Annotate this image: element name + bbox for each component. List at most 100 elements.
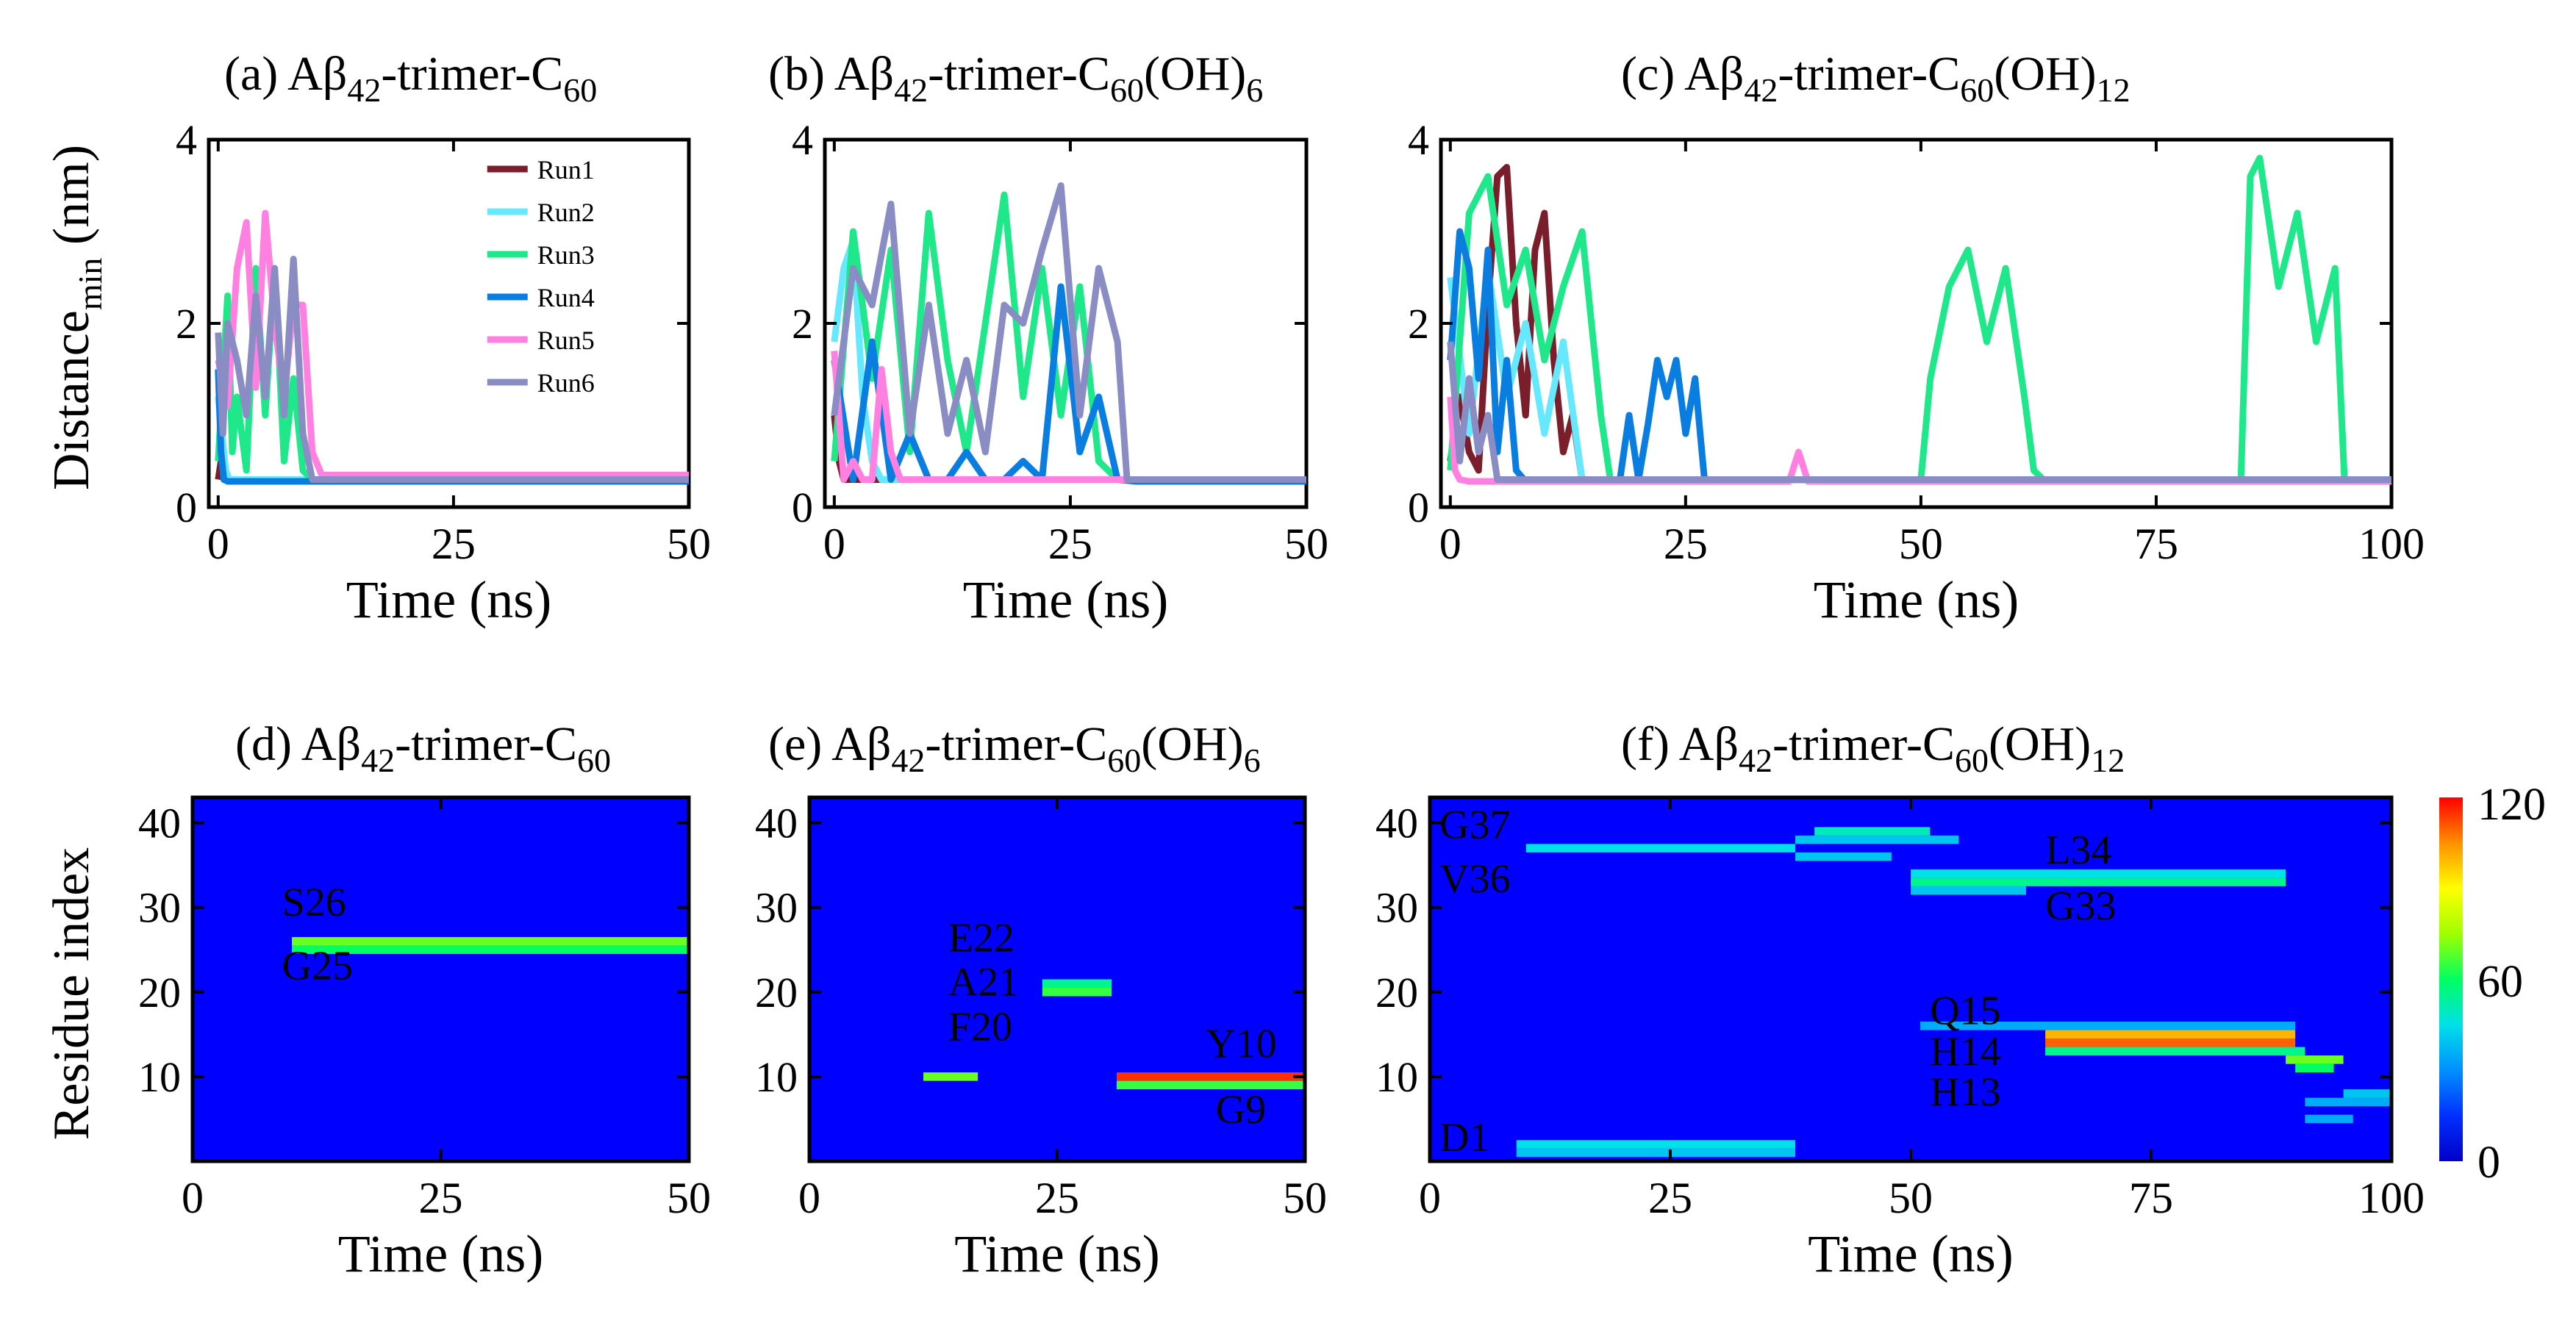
series-line-run6 [1447,341,2391,483]
x-axis-label: Time (ns) [338,1224,543,1283]
y-tick-label: 10 [1375,1053,1418,1101]
x-axis-label: Time (ns) [963,570,1168,629]
y-tick-label: 20 [755,969,798,1016]
x-axis-label: Time (ns) [346,570,551,629]
title-e: (e) Aβ42-trimer-C60(OH)6 [768,717,1261,779]
x-tick-label: 25 [1035,1174,1079,1222]
panel-d: 0 25 50 10 20 30 40 Time (ns) S26 G25 [138,795,711,1283]
y-tick-label: 40 [1375,800,1418,847]
legend-label: Run1 [537,155,595,184]
panel-a: 0 25 50 0 2 4 Time (ns) Run1 Run2 Run3 Run4 Run5 Run… [176,116,711,629]
contact-cell [2045,1030,2296,1039]
x-tick-label: 0 [1419,1174,1441,1222]
y-tick-label: 2 [176,300,197,348]
residue-annotation: H13 [1930,1069,2000,1115]
x-axis-label: Time (ns) [1814,570,2019,629]
series-line-run5 [831,351,1306,483]
panel-b: 0 25 50 0 2 4 Time (ns) [792,116,1328,629]
legend-label: Run2 [537,198,595,227]
x-tick-label: 0 [798,1174,820,1222]
residue-annotation: G25 [282,944,353,989]
x-tick-label: 25 [432,520,476,568]
x-tick-label: 0 [1439,520,1461,568]
y-tick-label: 30 [1375,884,1418,932]
y-tick-label: 20 [1375,969,1418,1016]
y-tick-label: 0 [1408,484,1429,531]
contact-cell [1911,869,2286,878]
contact-cell [2295,1063,2334,1073]
x-tick-label: 25 [1648,1174,1692,1222]
contact-cell [1116,1072,1305,1081]
contact-cell [923,1072,978,1081]
title-a: (a) Aβ42-trimer-C60 [224,47,597,109]
heatmap-background-f [1430,797,2391,1161]
y-tick-label: 10 [138,1053,181,1101]
series-line-run4 [1447,228,2392,485]
residue-annotation: H14 [1930,1029,2000,1075]
residue-annotation: F20 [948,1004,1012,1050]
y-tick-label: 2 [1408,300,1429,348]
title-f: (f) Aβ42-trimer-C60(OH)12 [1621,717,2125,779]
contact-cell [2045,1038,2296,1047]
y-tick-label: 4 [176,116,197,164]
contact-cell [1525,844,1796,853]
title-d: (d) Aβ42-trimer-C60 [235,717,611,779]
contact-cell [1911,886,2026,895]
residue-annotation: E22 [948,916,1015,961]
legend-label: Run3 [537,240,595,270]
y-tick-label: 0 [176,484,197,531]
y-tick-label: 20 [138,969,181,1016]
panel-f: 0 25 50 75 100 10 20 30 40 Time (ns) G37 V36 L34 G33 Q… [1375,795,2425,1283]
colorbar-gradient [2439,797,2463,1161]
y-tick-label: 4 [1408,116,1429,164]
contact-cell [1920,1022,2296,1030]
x-tick-label: 50 [667,520,711,568]
contact-cell [1042,979,1112,989]
contact-cell [1042,988,1112,997]
residue-annotation: Q15 [1930,989,2000,1034]
legend-label: Run5 [537,326,595,355]
heatmap-background-d [193,797,689,1161]
x-tick-label: 100 [2358,520,2425,568]
series-line-run6 [215,256,689,483]
residue-annotation: G33 [2045,883,2116,929]
contact-cell [1795,835,1959,844]
y-tick-label: 0 [792,484,813,531]
contact-cell [2286,1055,2344,1064]
contact-cell [1516,1148,1796,1158]
y-tick-label: 10 [755,1053,798,1101]
ylabel-distance: Distancemin (nm) [43,145,109,490]
panel-c: 0 25 50 75 100 0 2 4 Time (ns) [1408,116,2425,629]
colorbar: 120 60 0 [2439,780,2546,1188]
x-tick-label: 0 [207,520,229,568]
y-tick-label: 30 [755,884,798,932]
y-tick-label: 2 [792,300,813,348]
y-tick-label: 30 [138,884,181,932]
x-tick-label: 100 [2358,1174,2425,1222]
residue-annotation: V36 [1439,856,1510,902]
residue-annotation: A21 [948,959,1019,1005]
y-tick-label: 4 [792,116,813,164]
colorbar-min-label: 0 [2477,1138,2500,1188]
contact-cell [1795,852,1892,861]
x-tick-label: 25 [1664,520,1708,568]
legend-label: Run4 [537,283,595,312]
ylabel-residue: Residue index [43,847,100,1141]
series-line-run3 [831,191,1306,483]
title-c: (c) Aβ42-trimer-C60(OH)12 [1621,47,2130,109]
series-line-run5 [215,209,689,478]
x-tick-label: 25 [419,1174,463,1222]
contact-cell [2305,1097,2391,1107]
series-line-run6 [831,182,1306,483]
x-tick-label: 50 [667,1174,711,1222]
residue-annotation: G9 [1216,1087,1266,1133]
residue-annotation: D1 [1439,1115,1489,1160]
colorbar-mid-label: 60 [2477,957,2523,1007]
contact-cell [1516,1140,1796,1149]
x-tick-label: 50 [1284,520,1328,568]
x-tick-label: 50 [1283,1174,1327,1222]
contact-cell [1911,878,2286,886]
x-tick-label: 75 [2134,520,2178,568]
title-b: (b) Aβ42-trimer-C60(OH)6 [768,47,1263,109]
